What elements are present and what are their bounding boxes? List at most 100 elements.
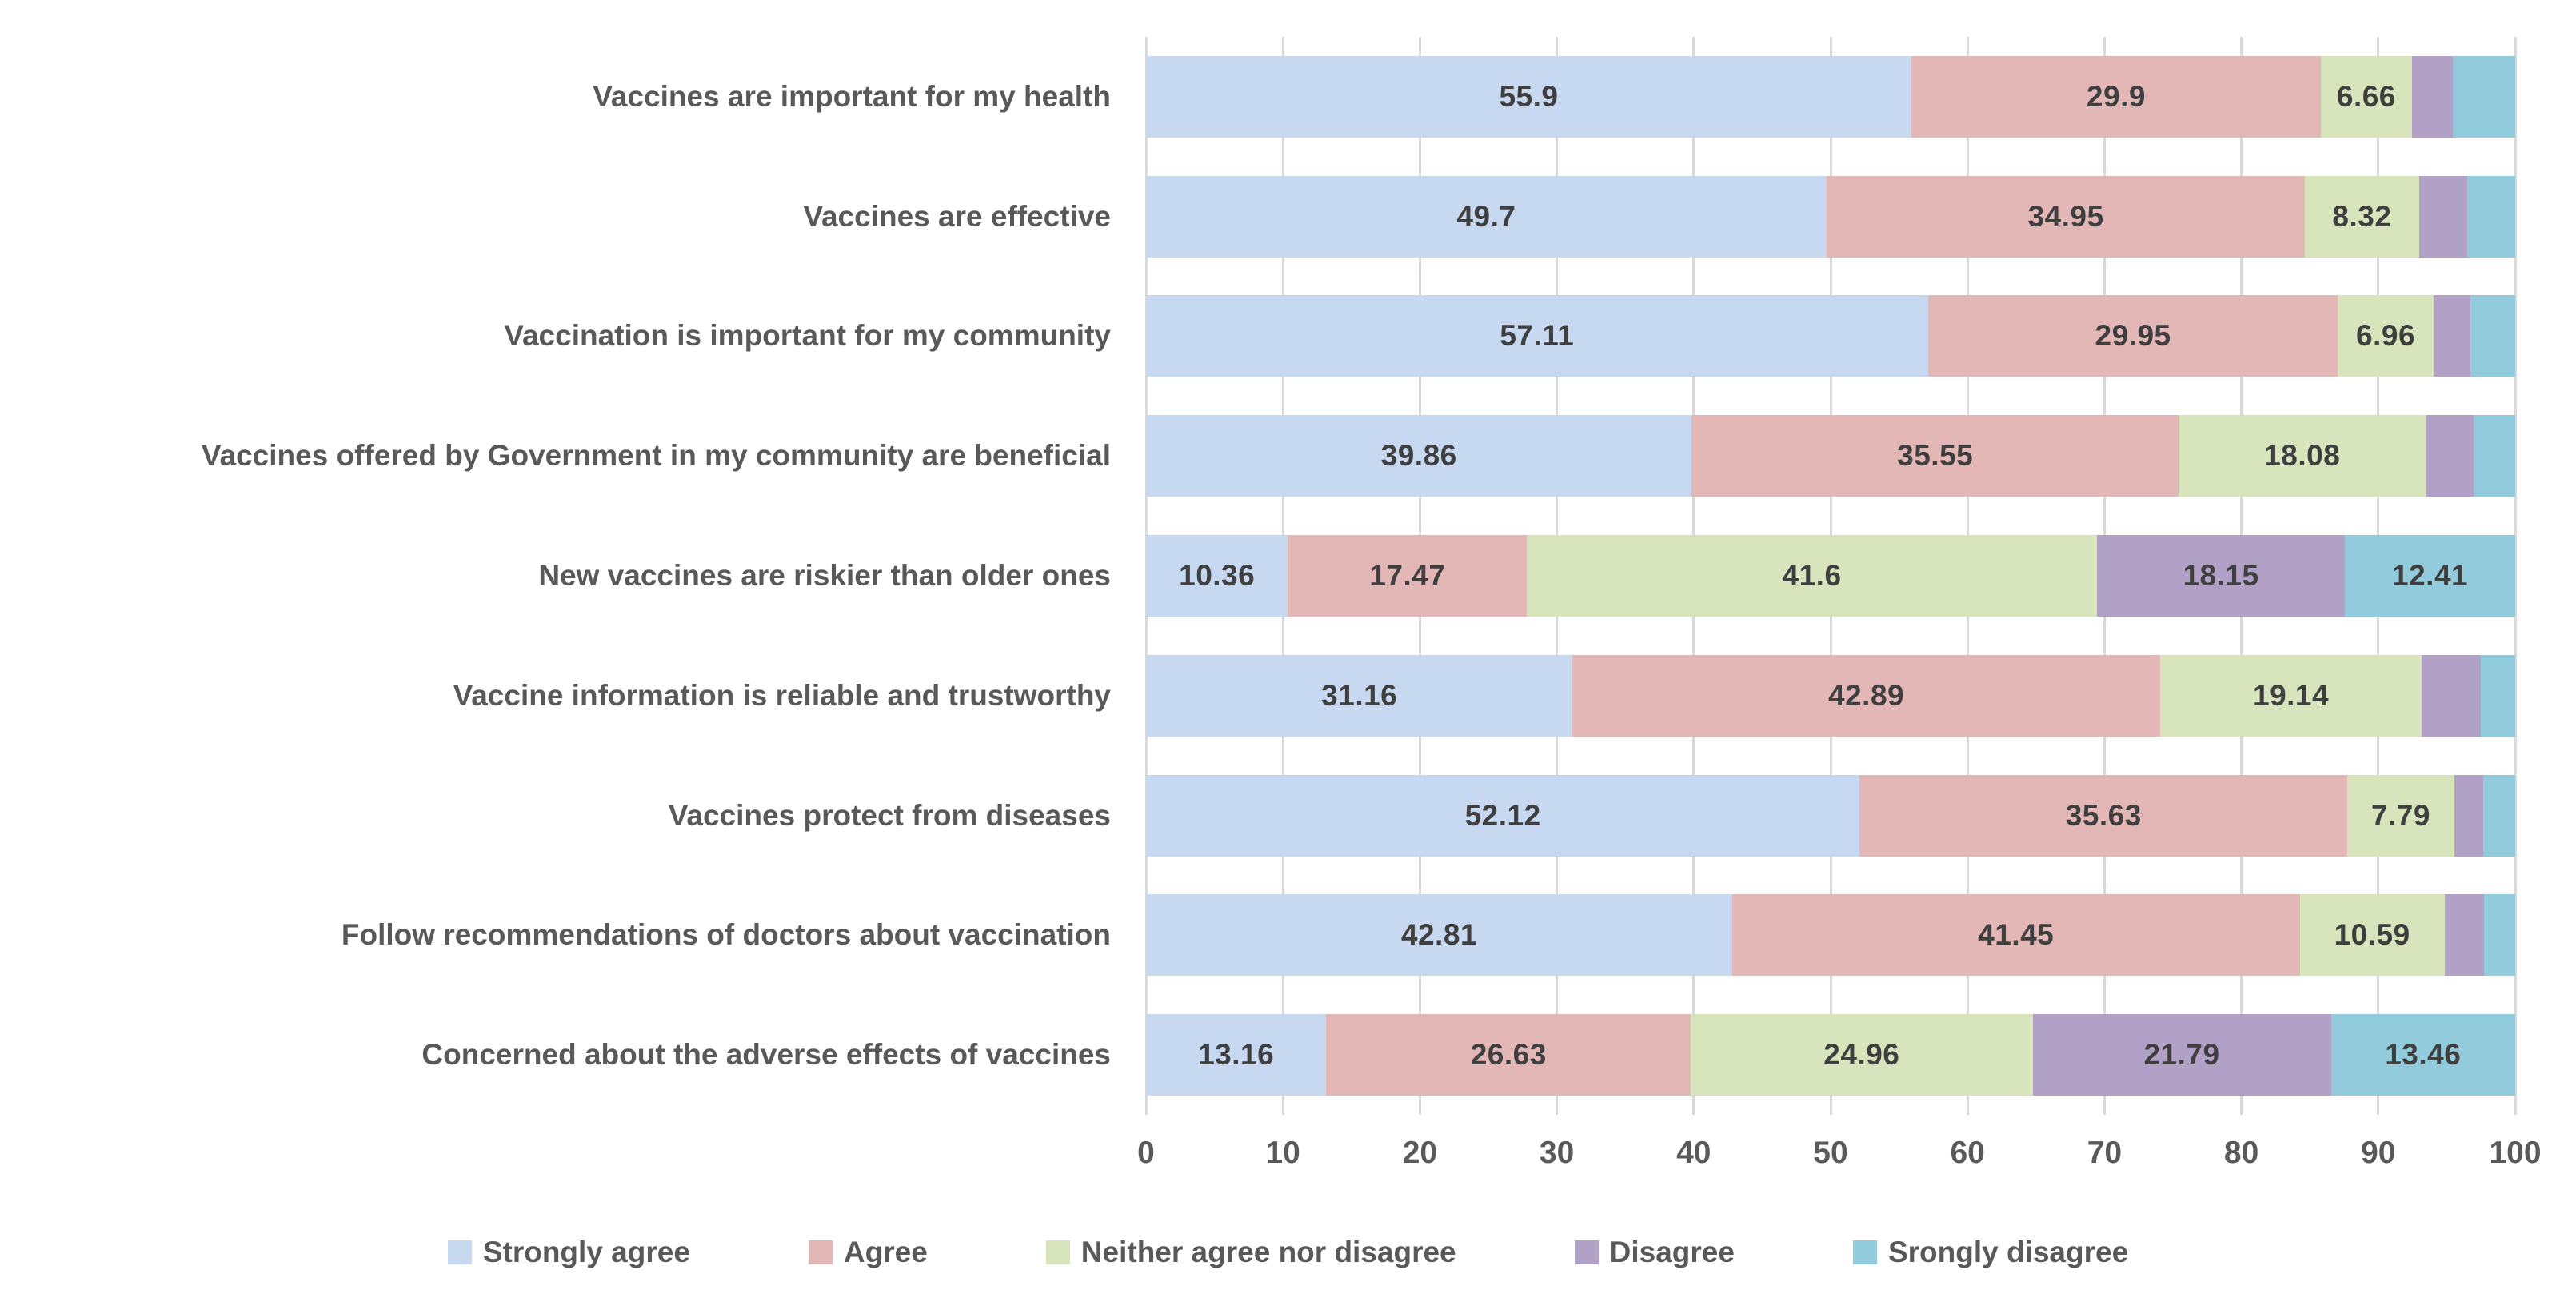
category-label: Vaccines are important for my health (593, 79, 1111, 113)
bar-segment-strongly-agree: 39.86 (1146, 415, 1692, 497)
bar-segment-neither-agree-nor-disagree: 41.6 (1527, 535, 2097, 617)
legend-swatch-neither-agree-nor-disagree (1045, 1240, 1070, 1264)
bar-value-label: 55.9 (1499, 79, 1559, 113)
legend: Strongly agree Agree Neither agree nor dis… (0, 1236, 2576, 1269)
bar-value-label: 52.12 (1464, 798, 1541, 832)
bar-segment-srongly-disagree (2481, 654, 2515, 737)
bar-segment-agree: 41.45 (1731, 894, 2300, 977)
legend-item-neither-agree-nor-disagree: Neither agree nor disagree (1045, 1236, 1456, 1269)
legend-item-disagree: Disagree (1574, 1236, 1735, 1269)
bar-value-label: 13.46 (2385, 1038, 2462, 1072)
bar-value-label: 31.16 (1321, 678, 1398, 712)
bar-segment-disagree (2422, 654, 2481, 737)
bar-segment-agree: 26.63 (1326, 1014, 1691, 1096)
bar-segment-srongly-disagree (2466, 175, 2515, 258)
legend-swatch-disagree (1574, 1240, 1599, 1264)
bar-segment-disagree (2411, 55, 2454, 138)
bar-segment-srongly-disagree (2482, 774, 2515, 857)
x-axis-tick-label: 60 (1950, 1136, 1985, 1170)
bar-row: 52.12 35.63 7.79 (1146, 774, 2515, 857)
bar-value-label: 24.96 (1823, 1038, 1900, 1072)
bar-value-label: 10.36 (1179, 559, 1256, 592)
legend-swatch-agree (808, 1240, 833, 1264)
bar-segment-disagree (2433, 295, 2470, 377)
x-axis-tick-label: 40 (1676, 1136, 1711, 1170)
bar-segment-disagree (2454, 774, 2483, 857)
bar-segment-agree: 17.47 (1288, 535, 1528, 617)
bar-value-label: 6.96 (2356, 319, 2416, 353)
x-axis-tick-label: 20 (1402, 1136, 1438, 1170)
bar-segment-srongly-disagree (2470, 295, 2515, 377)
x-axis-tick-label: 10 (1265, 1136, 1300, 1170)
bar-value-label: 35.55 (1897, 439, 1974, 473)
x-axis-tick-label: 100 (2489, 1136, 2542, 1170)
x-axis: 0 10 20 30 40 50 60 70 80 90 100 (1137, 1136, 2541, 1184)
x-axis-tick-label: 50 (1813, 1136, 1848, 1170)
bar-segment-agree: 42.89 (1572, 654, 2160, 737)
bar-segment-srongly-disagree (2474, 415, 2515, 497)
bar-row: 49.7 34.95 8.32 (1146, 175, 2515, 258)
bar-value-label: 6.66 (2336, 79, 2396, 113)
bar-segment-strongly-agree: 52.12 (1146, 774, 1860, 857)
bar-segment-strongly-agree: 13.16 (1146, 1014, 1327, 1096)
bar-segment-agree: 34.95 (1826, 175, 2306, 258)
bar-value-label: 42.89 (1828, 678, 1905, 712)
x-axis-tick-label: 90 (2361, 1136, 2396, 1170)
bar-segment-disagree (2418, 175, 2467, 258)
bar-segment-neither-agree-nor-disagree: 8.32 (2305, 175, 2419, 258)
bar-value-label: 19.14 (2253, 678, 2330, 712)
category-label: Follow recommendations of doctors about … (341, 918, 1111, 952)
bar-value-label: 39.86 (1380, 439, 1457, 473)
legend-swatch-srongly-disagree (1852, 1240, 1877, 1264)
category-label: Vaccination is important for my communit… (504, 319, 1111, 353)
bar-segment-strongly-agree: 57.11 (1146, 295, 1928, 377)
x-axis-tick-label: 70 (2087, 1136, 2123, 1170)
gridline (2514, 37, 2517, 1115)
category-label: New vaccines are riskier than older ones (538, 559, 1111, 592)
bar-segment-strongly-agree: 42.81 (1146, 894, 1732, 977)
legend-item-srongly-disagree: Srongly disagree (1852, 1236, 2128, 1269)
bar-segment-agree: 29.9 (1911, 55, 2321, 138)
bar-value-label: 57.11 (1500, 319, 1575, 353)
bar-row: 39.86 35.55 18.08 (1146, 415, 2515, 497)
bar-segment-srongly-disagree (2484, 894, 2515, 977)
category-label: Vaccines offered by Government in my com… (201, 439, 1111, 473)
category-label: Concerned about the adverse effects of v… (421, 1038, 1111, 1072)
bar-segment-disagree (2426, 415, 2474, 497)
bar-segment-disagree (2444, 894, 2485, 977)
bar-segment-disagree: 21.79 (2032, 1014, 2331, 1096)
bar-value-label: 17.47 (1369, 559, 1446, 592)
bar-row: 42.81 41.45 10.59 (1146, 894, 2515, 977)
bar-segment-neither-agree-nor-disagree: 7.79 (2347, 774, 2454, 857)
legend-label: Disagree (1609, 1236, 1735, 1268)
bar-segment-srongly-disagree (2453, 55, 2515, 138)
bar-segment-strongly-agree: 10.36 (1146, 535, 1288, 617)
bar-value-label: 29.95 (2095, 319, 2171, 353)
bar-value-label: 21.79 (2143, 1038, 2220, 1072)
bar-segment-neither-agree-nor-disagree: 18.08 (2179, 415, 2426, 497)
legend-swatch-strongly-agree (447, 1240, 472, 1264)
bar-value-label: 7.79 (2370, 798, 2430, 832)
bar-row: 10.36 17.47 41.6 18.15 12.41 (1146, 535, 2515, 617)
legend-item-strongly-agree: Strongly agree (447, 1236, 690, 1269)
bar-segment-neither-agree-nor-disagree: 19.14 (2159, 654, 2422, 737)
bar-value-label: 26.63 (1470, 1038, 1547, 1072)
bar-value-label: 42.81 (1400, 918, 1477, 952)
bar-value-label: 8.32 (2332, 199, 2392, 233)
bar-segment-agree: 29.95 (1927, 295, 2338, 377)
bar-segment-agree: 35.63 (1859, 774, 2348, 857)
bar-value-label: 29.9 (2086, 79, 2146, 113)
bar-row: 13.16 26.63 24.96 21.79 13.46 (1146, 1014, 2515, 1096)
bar-row: 57.11 29.95 6.96 (1146, 295, 2515, 377)
bar-value-label: 13.16 (1198, 1038, 1275, 1072)
x-axis-tick-label: 30 (1539, 1136, 1575, 1170)
bar-row: 31.16 42.89 19.14 (1146, 654, 2515, 737)
legend-label: Strongly agree (482, 1236, 690, 1268)
bar-value-label: 41.6 (1782, 559, 1842, 592)
bar-value-label: 10.59 (2334, 918, 2410, 952)
category-axis: Vaccines are important for my health Vacc… (0, 0, 1128, 1306)
category-label: Vaccine information is reliable and trus… (453, 678, 1111, 712)
x-axis-tick-label: 80 (2223, 1136, 2259, 1170)
x-axis-tick-label: 0 (1137, 1136, 1155, 1170)
